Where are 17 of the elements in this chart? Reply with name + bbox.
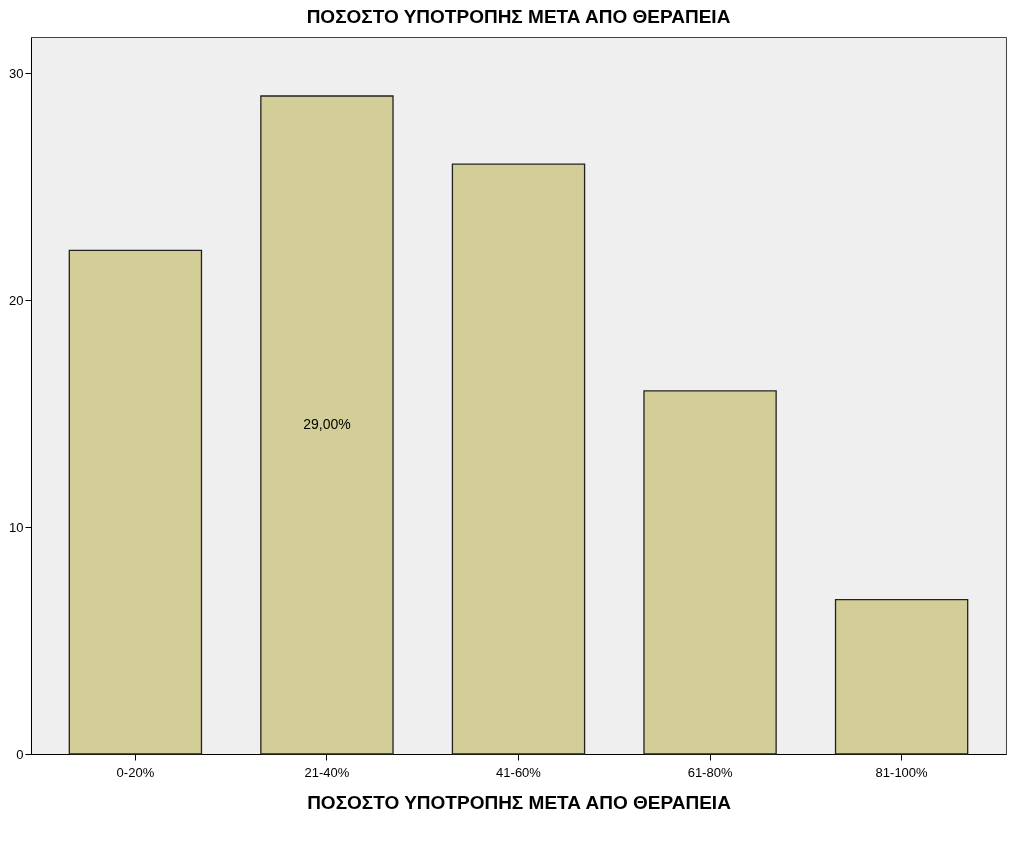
x-tick-label: 81-100%	[875, 764, 929, 780]
bar	[260, 95, 394, 755]
y-tick-label: 0	[16, 746, 24, 762]
bar	[834, 599, 969, 755]
bar	[643, 390, 777, 755]
y-tick-label: 30	[9, 65, 24, 81]
bar	[68, 249, 203, 755]
x-tick-label: 61-80%	[687, 764, 733, 780]
data-label: 29,00%	[303, 416, 351, 432]
x-tick-label: 41-60%	[496, 764, 542, 780]
x-tick-label: 21-40%	[304, 764, 350, 780]
chart-title: ΠΟΣΟΣΤΟ ΥΠΟΤΡΟΠΗΣ ΜΕΤΑ ΑΠΟ ΘΕΡΑΠΕΙΑ	[306, 6, 731, 27]
x-axis-title: ΠΟΣΟΣΤΟ ΥΠΟΤΡΟΠΗΣ ΜΕΤΑ ΑΠΟ ΘΕΡΑΠΕΙΑ	[307, 791, 732, 813]
bar	[451, 163, 586, 755]
x-tick-label: 0-20%	[116, 764, 155, 780]
y-tick-label: 10	[9, 519, 24, 535]
y-tick-label: 20	[9, 292, 24, 308]
